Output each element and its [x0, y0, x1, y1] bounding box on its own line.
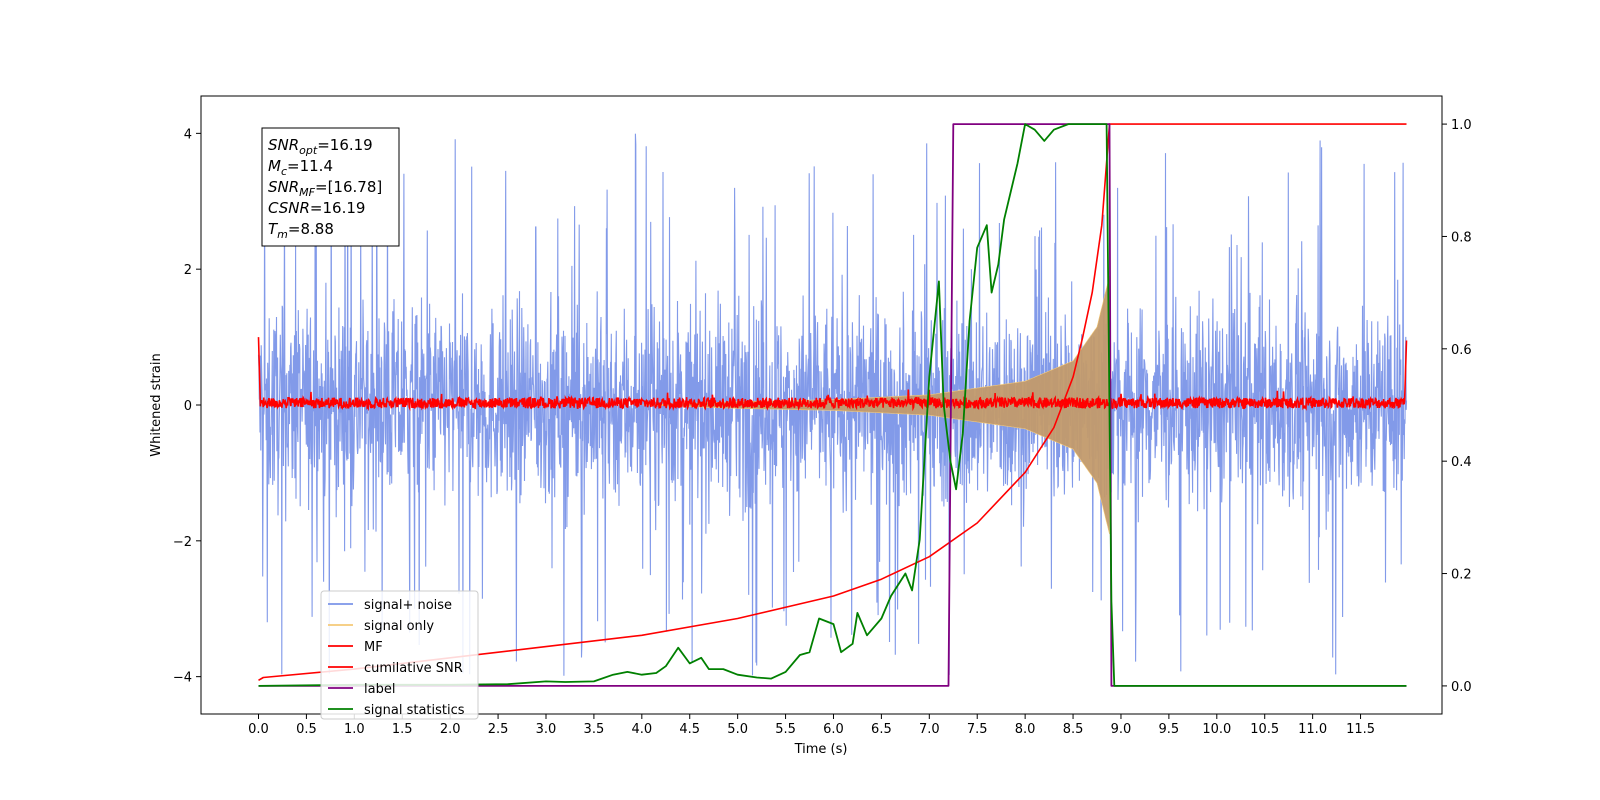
series-signal-noise	[257, 133, 1408, 676]
y-axis-label: Whitened strain	[149, 353, 164, 456]
x-tick-label: 1.0	[344, 722, 365, 737]
x-axis: 0.0 0.5 1.0 1.5 2.0 2.5 3.0 3.5 4.0 4.5 5.0 5.5 6.0 6…	[248, 714, 1375, 737]
legend-label: signal+ noise	[364, 598, 452, 613]
x-tick-label: 4.0	[631, 722, 652, 737]
y2-tick-label: 0.8	[1451, 230, 1472, 245]
y-tick-label: −4	[173, 671, 192, 686]
stats-subscript: c	[281, 165, 287, 178]
x-tick-label: 1.5	[392, 722, 413, 737]
y2-tick-label: 1.0	[1451, 118, 1472, 133]
stats-subscript: opt	[299, 144, 318, 157]
legend-label: label	[364, 682, 395, 697]
x-tick-label: 11.5	[1346, 722, 1375, 737]
x-tick-label: 10.5	[1250, 722, 1279, 737]
series-mf	[257, 337, 1408, 412]
stats-symbol: CSNR	[268, 199, 310, 217]
x-tick-label: 10.0	[1202, 722, 1231, 737]
y2-tick-label: 0.0	[1451, 680, 1472, 695]
x-tick-label: 3.0	[536, 722, 557, 737]
stats-line: CSNR=16.19	[268, 199, 365, 217]
stats-symbol: T	[268, 220, 279, 238]
stats-line: Tm=8.88	[268, 220, 334, 241]
legend-label: signal only	[364, 619, 434, 634]
x-tick-label: 0.0	[248, 722, 269, 737]
legend: signal+ noise signal only MF cumilative SNR…	[320, 590, 479, 720]
x-tick-label: 3.5	[584, 722, 605, 737]
y-tick-label: −2	[173, 535, 192, 550]
x-tick-label: 2.0	[440, 722, 461, 737]
stats-subscript: MF	[299, 186, 315, 199]
x-tick-label: 0.5	[296, 722, 317, 737]
legend-frame	[320, 590, 479, 720]
stats-value: =11.4	[287, 157, 333, 175]
x-tick-label: 5.0	[727, 722, 748, 737]
stats-line: Mc=11.4	[268, 157, 333, 178]
stats-line: SNRopt=16.19	[268, 136, 373, 157]
y-axis-left: 4 2 0 −2 −4	[173, 127, 201, 686]
stats-symbol: SNR	[268, 178, 299, 196]
x-tick-label: 6.0	[823, 722, 844, 737]
stats-box-frame	[261, 127, 400, 247]
x-axis-label: Time (s)	[794, 742, 848, 757]
y-tick-label: 4	[184, 127, 192, 142]
x-tick-label: 11.0	[1298, 722, 1327, 737]
x-tick-label: 7.5	[967, 722, 988, 737]
series-signal-statistics	[258, 123, 1407, 687]
x-tick-label: 8.5	[1063, 722, 1084, 737]
x-tick-label: 6.5	[871, 722, 892, 737]
legend-label: MF	[364, 640, 383, 655]
y-tick-label: 0	[184, 399, 192, 414]
y2-tick-label: 0.6	[1451, 343, 1472, 358]
y-axis-right: 1.0 0.8 0.6 0.4 0.2 0.0	[1442, 118, 1472, 695]
x-tick-label: 9.5	[1159, 722, 1180, 737]
stats-subscript: m	[277, 228, 288, 241]
stats-value: =16.19	[317, 136, 373, 154]
stats-value: =[16.78]	[315, 178, 382, 196]
x-tick-label: 9.0	[1111, 722, 1132, 737]
y-tick-label: 2	[184, 263, 192, 278]
stats-value: =16.19	[310, 199, 366, 217]
x-tick-label: 8.0	[1015, 722, 1036, 737]
x-tick-label: 5.5	[775, 722, 796, 737]
y2-tick-label: 0.2	[1451, 568, 1472, 583]
legend-label: signal statistics	[364, 703, 465, 718]
stats-symbol: SNR	[268, 136, 299, 154]
x-tick-label: 2.5	[488, 722, 509, 737]
stats-box: SNRopt=16.19Mc=11.4SNRMF=[16.78]CSNR=16.…	[261, 127, 400, 247]
stats-symbol: M	[268, 157, 281, 175]
legend-label: cumilative SNR	[364, 661, 463, 676]
x-tick-label: 7.0	[919, 722, 940, 737]
stats-value: =8.88	[288, 220, 334, 238]
x-tick-label: 4.5	[679, 722, 700, 737]
y2-tick-label: 0.4	[1451, 455, 1472, 470]
stats-line: SNRMF=[16.78]	[268, 178, 382, 199]
